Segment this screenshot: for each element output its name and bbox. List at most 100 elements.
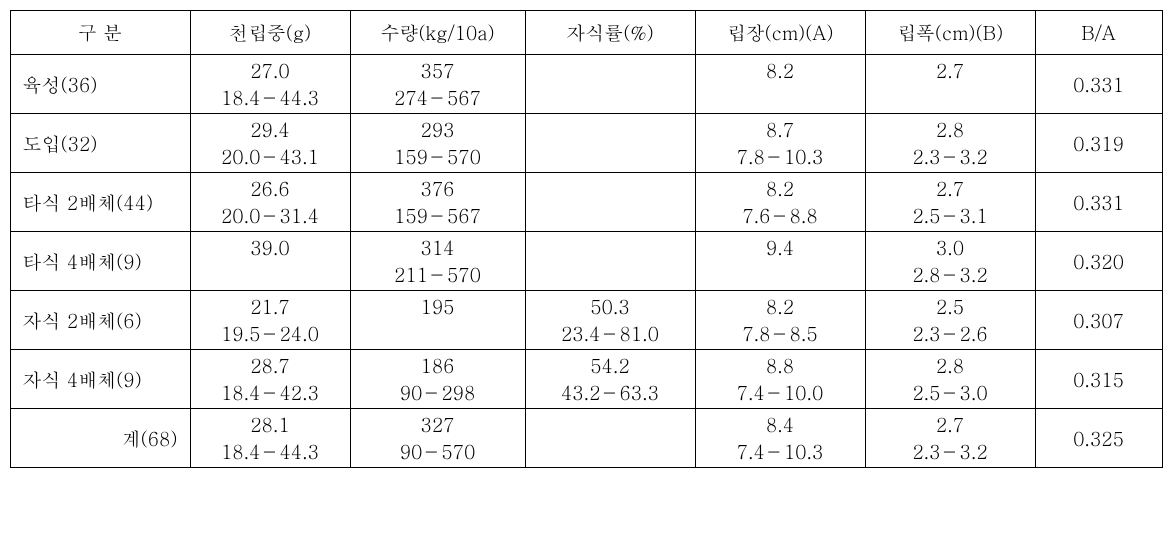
cell-grain-weight: 29.420.0－43.1 [190,114,350,173]
cell-width: 2.52.3－2.6 [865,291,1035,350]
cell-grain-weight-range: 18.4－44.3 [191,438,350,467]
row-label: 계(68) [10,409,190,468]
table-row: 육성(36)27.018.4－44.3357274－567 8.2 2.7 0.… [10,55,1162,114]
cell-width: 2.72.5－3.1 [865,173,1035,232]
cell-length-value: 8.7 [696,114,865,143]
cell-ratio: 0.319 [1035,114,1162,173]
cell-self-rate-range: 23.4－81.0 [526,320,695,349]
cell-yield: 357274－567 [350,55,525,114]
cell-yield-range: 159－570 [351,143,525,172]
cell-grain-weight-range: 20.0－31.4 [191,202,350,231]
cell-ratio: 0.331 [1035,55,1162,114]
cell-self-rate [525,114,695,173]
cell-grain-weight: 39.0 [190,232,350,291]
cell-self-rate [525,173,695,232]
cell-length-value: 8.2 [696,173,865,202]
cell-width-value: 2.7 [866,409,1035,438]
row-label: 자식 4배체(9) [10,350,190,409]
cell-yield-value: 376 [351,173,525,202]
cell-length: 8.27.8－8.5 [695,291,865,350]
cell-grain-weight: 27.018.4－44.3 [190,55,350,114]
cell-width: 2.7 [865,55,1035,114]
row-label: 도입(32) [10,114,190,173]
cell-width-value: 3.0 [866,232,1035,261]
cell-self-rate-value: 50.3 [526,291,695,320]
cell-length-range: 7.8－8.5 [696,320,865,349]
cell-length-range: 7.4－10.0 [696,379,865,408]
cell-self-rate [525,55,695,114]
cell-length-value: 8.2 [696,291,865,320]
cell-width: 2.72.3－3.2 [865,409,1035,468]
cell-width: 2.82.3－3.2 [865,114,1035,173]
cell-grain-weight: 21.719.5－24.0 [190,291,350,350]
cell-yield-value: 314 [351,232,525,261]
cell-ratio: 0.315 [1035,350,1162,409]
table-row: 자식 2배체(6)21.719.5－24.0195 50.323.4－81.08… [10,291,1162,350]
cell-yield-range: 159－567 [351,202,525,231]
cell-grain-weight: 28.118.4－44.3 [190,409,350,468]
cell-width-range: 2.3－3.2 [866,143,1035,172]
cell-width-range: 2.8－3.2 [866,261,1035,290]
cell-yield: 195 [350,291,525,350]
cell-yield-value: 195 [351,291,525,320]
cell-yield: 314211－570 [350,232,525,291]
col-header-self-rate: 자식률(%) [525,11,695,55]
cell-yield-range: 274－567 [351,84,525,113]
cell-width-range: 2.3－3.2 [866,438,1035,467]
cell-length-value: 8.2 [696,55,865,84]
col-header-length: 립장(cm)(A) [695,11,865,55]
cell-width-value: 2.7 [866,55,1035,84]
cell-yield-value: 186 [351,350,525,379]
cell-self-rate-range: 43.2－63.3 [526,379,695,408]
cell-grain-weight-value: 29.4 [191,114,350,143]
data-table: 구 분 천립중(g) 수량(kg/10a) 자식률(%) 립장(cm)(A) 립… [10,10,1163,468]
cell-grain-weight-range: 19.5－24.0 [191,320,350,349]
cell-width-value: 2.5 [866,291,1035,320]
cell-width-range [866,84,1035,113]
cell-width: 3.02.8－3.2 [865,232,1035,291]
cell-length: 8.27.6－8.8 [695,173,865,232]
cell-length-value: 8.8 [696,350,865,379]
cell-length: 8.47.4－10.3 [695,409,865,468]
cell-self-rate [525,232,695,291]
row-label: 육성(36) [10,55,190,114]
cell-ratio: 0.325 [1035,409,1162,468]
cell-yield-range: 211－570 [351,261,525,290]
cell-width-value: 2.8 [866,350,1035,379]
cell-length-value: 9.4 [696,232,865,261]
cell-length-value: 8.4 [696,409,865,438]
cell-grain-weight-value: 39.0 [191,232,350,261]
cell-yield-range [351,320,525,349]
cell-width-value: 2.8 [866,114,1035,143]
cell-length-range [696,84,865,113]
cell-length: 8.87.4－10.0 [695,350,865,409]
cell-grain-weight-value: 28.1 [191,409,350,438]
col-header-yield: 수량(kg/10a) [350,11,525,55]
table-body: 육성(36)27.018.4－44.3357274－567 8.2 2.7 0.… [10,55,1162,468]
cell-grain-weight-value: 21.7 [191,291,350,320]
row-label: 타식 2배체(44) [10,173,190,232]
cell-length: 9.4 [695,232,865,291]
cell-yield: 376159－567 [350,173,525,232]
cell-ratio: 0.331 [1035,173,1162,232]
cell-grain-weight: 28.718.4－42.3 [190,350,350,409]
row-label: 자식 2배체(6) [10,291,190,350]
cell-grain-weight: 26.620.0－31.4 [190,173,350,232]
cell-length-range: 7.6－8.8 [696,202,865,231]
cell-width: 2.82.5－3.0 [865,350,1035,409]
cell-length-range [696,261,865,290]
row-label: 타식 4배체(9) [10,232,190,291]
col-header-width: 립폭(cm)(B) [865,11,1035,55]
cell-grain-weight-value: 28.7 [191,350,350,379]
cell-grain-weight-range: 18.4－42.3 [191,379,350,408]
cell-yield-value: 357 [351,55,525,84]
cell-yield: 32790－570 [350,409,525,468]
cell-grain-weight-range [191,261,350,290]
cell-length-range: 7.8－10.3 [696,143,865,172]
cell-yield-range: 90－570 [351,438,525,467]
cell-width-range: 2.5－3.1 [866,202,1035,231]
cell-yield-range: 90－298 [351,379,525,408]
col-header-category: 구 분 [10,11,190,55]
cell-grain-weight-range: 18.4－44.3 [191,84,350,113]
table-header-row: 구 분 천립중(g) 수량(kg/10a) 자식률(%) 립장(cm)(A) 립… [10,11,1162,55]
